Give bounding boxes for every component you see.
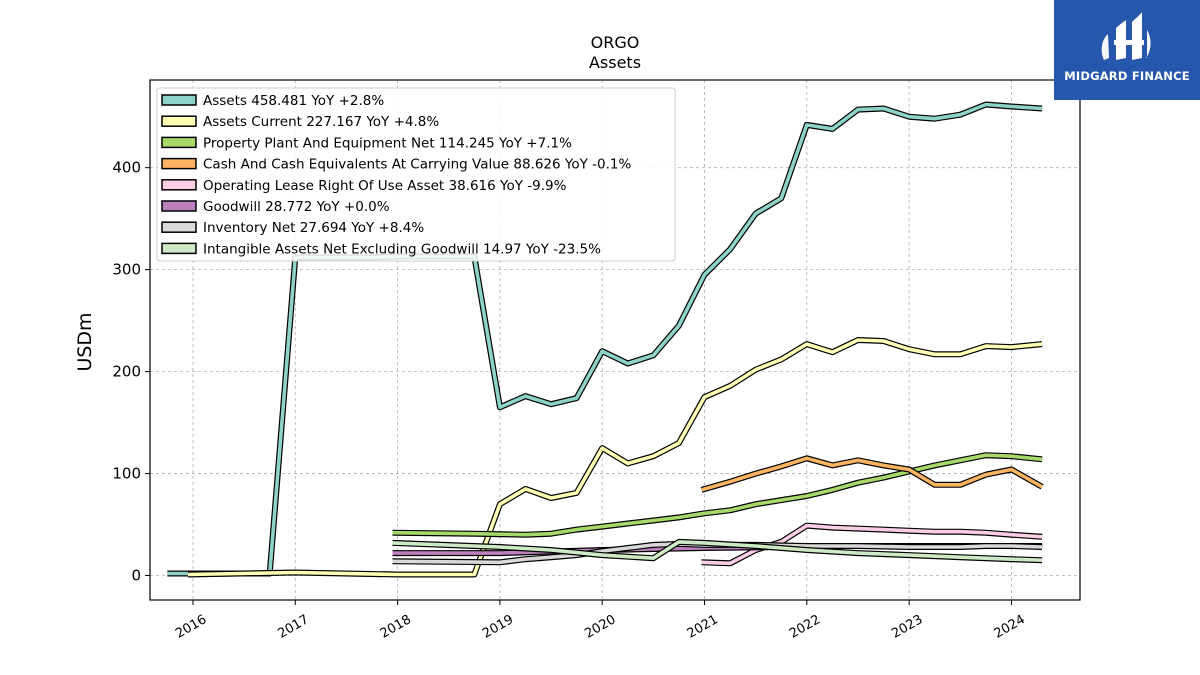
x-tick-label: 2022 [787, 612, 823, 642]
legend-swatch [161, 136, 197, 149]
legend: Assets 458.481 YoY +2.8% Assets Current 2… [156, 87, 676, 262]
y-tick-label: 200 [112, 363, 141, 381]
legend-box [156, 87, 676, 262]
legend-item: Assets 458.481 YoY +2.8% [161, 93, 384, 109]
plot-frame [149, 79, 1081, 601]
x-tick-label: 2019 [480, 612, 516, 642]
legend-item: Property Plant And Equipment Net 114.245… [161, 135, 572, 151]
y-tick-label: 400 [112, 159, 141, 177]
x-tick-label: 2023 [889, 612, 925, 642]
series-outline [392, 452, 1043, 538]
series-intangible-assets-net-excluding-goodwill [392, 538, 1043, 564]
x-tick-label: 2016 [173, 612, 209, 642]
legend-label: Goodwill 28.772 YoY +0.0% [203, 199, 390, 215]
legend-item: Goodwill 28.772 YoY +0.0% [161, 199, 390, 215]
y-tick-label: 0 [131, 567, 141, 585]
legend-item: Assets Current 227.167 YoY +4.8% [161, 114, 439, 130]
y-axis-label: USDm [74, 312, 96, 371]
legend-label: Assets Current 227.167 YoY +4.8% [203, 114, 439, 130]
legend-label: Cash And Cash Equivalents At Carrying Va… [203, 157, 631, 173]
series-property-plant-and-equipment-net [392, 452, 1043, 538]
x-tick-label: 2018 [378, 612, 414, 642]
series-assets-current [187, 337, 1043, 578]
legend-label: Inventory Net 27.694 YoY +8.4% [203, 220, 424, 236]
legend-label: Assets 458.481 YoY +2.8% [203, 93, 384, 109]
chart-title: ORGO [590, 33, 640, 52]
x-tick-label: 2020 [582, 612, 618, 642]
legend-item: Operating Lease Right Of Use Asset 38.61… [161, 178, 567, 194]
legend-label: Intangible Assets Net Excluding Goodwill… [203, 241, 601, 257]
legend-label: Property Plant And Equipment Net 114.245… [203, 135, 572, 151]
legend-swatch [161, 157, 197, 170]
legend-swatch [161, 242, 197, 255]
series-line [701, 456, 1043, 492]
legend-swatch [161, 94, 197, 106]
legend-swatch [161, 115, 197, 127]
y-tick-label: 100 [112, 465, 141, 483]
series-line [392, 453, 1043, 537]
legend-item: Intangible Assets Net Excluding Goodwill… [161, 241, 601, 257]
brand-name: MIDGARD FINANCE [1064, 69, 1190, 83]
legend-item: Cash And Cash Equivalents At Carrying Va… [161, 157, 631, 173]
legend-item: Inventory Net 27.694 YoY +8.4% [161, 220, 424, 236]
x-tick-label: 2021 [685, 612, 721, 642]
series-line [392, 540, 1043, 562]
midgard-logo-icon [1101, 12, 1151, 60]
x-tick-label: 2017 [275, 612, 311, 642]
y-tick-label: 300 [112, 261, 141, 279]
legend-label: Operating Lease Right Of Use Asset 38.61… [203, 178, 567, 194]
legend-swatch [161, 200, 197, 212]
legend-swatch [161, 221, 197, 233]
series-cash-and-cash-equivalents-at-carrying-value [700, 455, 1044, 493]
brand-logo: MIDGARD FINANCE [1054, 0, 1200, 100]
legend-swatch [161, 179, 197, 191]
series-line [187, 338, 1043, 577]
x-tick-label: 2024 [992, 612, 1028, 642]
chart-subtitle: Assets [588, 53, 642, 72]
